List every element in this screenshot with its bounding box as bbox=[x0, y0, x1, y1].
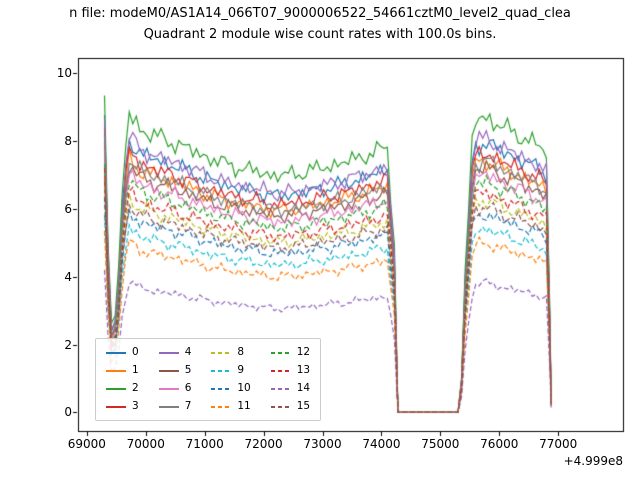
legend-label: 12 bbox=[296, 346, 311, 358]
legend-label: 4 bbox=[184, 346, 192, 358]
legend-label: 3 bbox=[132, 400, 139, 412]
x-tick-label: 72000 bbox=[244, 437, 283, 451]
legend-line-sample bbox=[211, 369, 232, 372]
y-tick-label: 2 bbox=[64, 337, 72, 352]
legend-item: 9 bbox=[211, 363, 250, 378]
y-tick-label: 6 bbox=[64, 201, 72, 216]
legend-line-sample bbox=[106, 351, 126, 354]
legend-line-sample bbox=[158, 387, 179, 390]
legend-item: 6 bbox=[158, 381, 192, 396]
legend-line-sample bbox=[270, 387, 291, 390]
legend-item: 8 bbox=[211, 345, 250, 360]
x-tick-label: 75000 bbox=[421, 437, 460, 451]
legend-line-sample bbox=[211, 405, 232, 408]
legend-line-sample bbox=[158, 405, 179, 408]
legend-line-sample bbox=[270, 351, 291, 354]
legend-item: 4 bbox=[158, 345, 192, 360]
legend-line-sample bbox=[106, 369, 126, 372]
y-tick-label: 8 bbox=[64, 134, 72, 149]
legend-item: 11 bbox=[211, 399, 251, 414]
y-tick-label: 4 bbox=[64, 269, 72, 284]
legend-items: 0 1 2 3 4 5 6 7 8 9 10 11 12 13 14 15 bbox=[106, 345, 310, 414]
legend-line-sample bbox=[211, 351, 232, 354]
legend-label: 11 bbox=[237, 400, 251, 412]
legend-line-sample bbox=[270, 369, 291, 372]
legend-item: 1 bbox=[106, 363, 139, 378]
legend-label: 0 bbox=[132, 346, 139, 358]
legend-label: 14 bbox=[296, 382, 311, 394]
legend-item: 10 bbox=[211, 381, 251, 396]
legend-item: 0 bbox=[106, 345, 139, 360]
legend-item: 12 bbox=[270, 345, 311, 360]
x-tick-label: 70000 bbox=[126, 437, 165, 451]
y-tick-label: 10 bbox=[56, 66, 72, 81]
legend-line-sample bbox=[158, 351, 179, 354]
legend-item: 5 bbox=[158, 363, 192, 378]
legend-label: 13 bbox=[296, 364, 311, 376]
legend-label: 9 bbox=[237, 364, 245, 376]
legend-label: 1 bbox=[132, 364, 139, 376]
legend-item: 15 bbox=[270, 399, 311, 414]
legend-label: 2 bbox=[132, 382, 139, 394]
legend-item: 13 bbox=[270, 363, 311, 378]
legend-label: 7 bbox=[184, 400, 192, 412]
y-tick-label: 0 bbox=[64, 405, 72, 420]
x-tick-label: 71000 bbox=[185, 437, 224, 451]
legend-line-sample bbox=[158, 369, 179, 372]
x-tick-label: 76000 bbox=[480, 437, 519, 451]
x-tick-label: 77000 bbox=[539, 437, 578, 451]
legend-label: 6 bbox=[184, 382, 192, 394]
legend-item: 2 bbox=[106, 381, 139, 396]
x-tick-label: 73000 bbox=[303, 437, 342, 451]
legend-label: 10 bbox=[237, 382, 251, 394]
legend-line-sample bbox=[270, 405, 291, 408]
x-tick-label: 74000 bbox=[362, 437, 401, 451]
legend: 0 1 2 3 4 5 6 7 8 9 10 11 12 13 14 15 bbox=[95, 338, 322, 421]
legend-item: 3 bbox=[106, 399, 139, 414]
legend-item: 14 bbox=[270, 381, 311, 396]
x-axis-offset-label: +4.999e8 bbox=[563, 454, 623, 468]
legend-label: 5 bbox=[184, 364, 192, 376]
legend-line-sample bbox=[106, 387, 126, 390]
legend-line-sample bbox=[211, 387, 232, 390]
x-tick-label: 69000 bbox=[67, 437, 106, 451]
legend-line-sample bbox=[106, 405, 126, 408]
legend-label: 15 bbox=[296, 400, 311, 412]
legend-label: 8 bbox=[237, 346, 245, 358]
legend-item: 7 bbox=[158, 399, 192, 414]
